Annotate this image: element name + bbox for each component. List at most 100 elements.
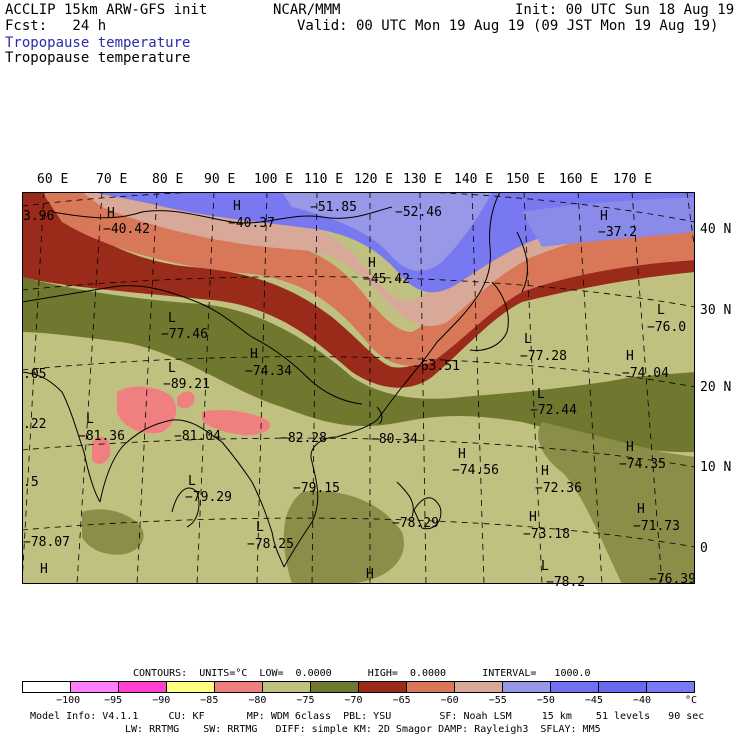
map-value: −77.28	[520, 349, 567, 364]
legend-swatch	[71, 682, 119, 692]
olive-patch-sw	[82, 509, 144, 555]
olive-patch-center	[283, 491, 404, 584]
map-value: −74.56	[452, 463, 499, 478]
contours-info: CONTOURS: UNITS=°C LOW= 0.0000 HIGH= 0.0…	[133, 668, 591, 679]
map-value: −74.34	[245, 364, 292, 379]
pink-patch-1	[117, 386, 177, 434]
map-value: −40.42	[103, 222, 150, 237]
legend-tick-label: −75	[296, 695, 315, 706]
map-value: −63.51	[413, 359, 460, 374]
high-marker: H	[637, 502, 645, 517]
lon-label-110e: 110 E	[304, 172, 344, 187]
map-value: −82.28	[280, 431, 327, 446]
coastlines	[22, 192, 528, 568]
low-marker: L	[524, 332, 532, 347]
legend-tick-label: −70	[344, 695, 363, 706]
legend-swatch	[455, 682, 503, 692]
low-marker: L	[86, 412, 94, 427]
high-marker: H	[366, 567, 374, 582]
legend-tick-label: −80	[248, 695, 267, 706]
lat-label-0: 0	[700, 541, 708, 556]
legend-swatch	[23, 682, 71, 692]
map-value: −37.2	[598, 225, 638, 240]
legend-tick-label: −50	[536, 695, 555, 706]
legend-swatch	[647, 682, 694, 692]
lon-label-120e: 120 E	[354, 172, 394, 187]
legend-tick-label: −90	[152, 695, 171, 706]
map-value: −52.46	[395, 205, 442, 220]
legend-swatch	[215, 682, 263, 692]
lavender-patch	[282, 192, 492, 272]
high-marker: H	[233, 199, 241, 214]
lat-label-20n: 20 N	[700, 380, 732, 395]
map-value: −74.35	[619, 457, 666, 472]
high-marker: H	[626, 440, 634, 455]
lon-label-80e: 80 E	[152, 172, 184, 187]
legend-tick-label: −40	[632, 695, 651, 706]
valid-time: Valid: 00 UTC Mon 19 Aug 19 (09 JST Mon …	[297, 18, 719, 34]
map-value: −73.18	[523, 527, 570, 542]
map-value: −80.34	[371, 432, 418, 447]
model-title: ACCLIP 15km ARW-GFS init	[5, 2, 208, 18]
lon-label-130e: 130 E	[403, 172, 443, 187]
pink-patch-3	[202, 409, 271, 436]
map-value: −74.04	[622, 366, 669, 381]
high-marker: H	[40, 562, 48, 577]
map-value: −79.15	[293, 481, 340, 496]
high-marker: H	[529, 510, 537, 525]
map-value: −79.29	[185, 490, 232, 505]
legend-swatch	[119, 682, 167, 692]
map-value: −81.36	[78, 429, 125, 444]
low-marker: L	[256, 520, 264, 535]
olive-patch-se	[538, 422, 695, 584]
legend-tick-label: −100	[56, 695, 81, 706]
field-title-2: Tropopause temperature	[5, 50, 191, 66]
legend-swatch	[599, 682, 647, 692]
field-title-1: Tropopause temperature	[5, 35, 191, 51]
tropopause-temperature-map	[22, 192, 695, 584]
legend-tick-label: −55	[488, 695, 507, 706]
high-marker: H	[541, 464, 549, 479]
map-value: −45.42	[363, 272, 410, 287]
lon-label-60e: 60 E	[37, 172, 69, 187]
map-value: −78.2	[546, 575, 586, 590]
map-value: .5	[23, 475, 39, 490]
lavender-patch-east	[522, 197, 695, 247]
lon-label-100e: 100 E	[254, 172, 294, 187]
map-value: −76.39	[649, 572, 696, 587]
legend-tick-label: −45	[584, 695, 603, 706]
map-value: −81.04	[174, 429, 221, 444]
legend-tick-label: °C	[685, 695, 698, 706]
legend-tick-label: −85	[200, 695, 219, 706]
map-value: −78.29	[392, 516, 439, 531]
lon-label-70e: 70 E	[96, 172, 128, 187]
legend-swatch	[551, 682, 599, 692]
legend-tick-label: −95	[104, 695, 123, 706]
map-value: −78.07	[23, 535, 70, 550]
model-info-line2: LW: RRTMG SW: RRTMG DIFF: simple KM: 2D …	[125, 724, 601, 735]
legend-swatch	[407, 682, 455, 692]
lat-label-30n: 30 N	[700, 303, 732, 318]
legend-tick-label: −65	[392, 695, 411, 706]
lon-label-140e: 140 E	[454, 172, 494, 187]
dark-red-band	[22, 192, 695, 388]
low-marker: L	[657, 303, 665, 318]
legend-swatch	[167, 682, 215, 692]
map-value: −77.46	[161, 327, 208, 342]
pink-patch-4	[177, 391, 195, 409]
low-marker: L	[168, 311, 176, 326]
low-marker: L	[188, 474, 196, 489]
map-value: −89.21	[163, 377, 210, 392]
legend-swatch	[503, 682, 551, 692]
lon-label-170e: 170 E	[613, 172, 653, 187]
high-marker: H	[368, 256, 376, 271]
center-label: NCAR/MMM	[273, 2, 341, 18]
map-value: −51.85	[310, 200, 357, 215]
low-marker: L	[168, 361, 176, 376]
high-marker: H	[107, 206, 115, 221]
lat-label-10n: 10 N	[700, 460, 732, 475]
map-value: .05	[23, 367, 47, 382]
model-info-line1: Model Info: V4.1.1 CU: KF MP: WDM 6class…	[30, 711, 705, 722]
high-marker: H	[626, 349, 634, 364]
high-marker: H	[458, 447, 466, 462]
